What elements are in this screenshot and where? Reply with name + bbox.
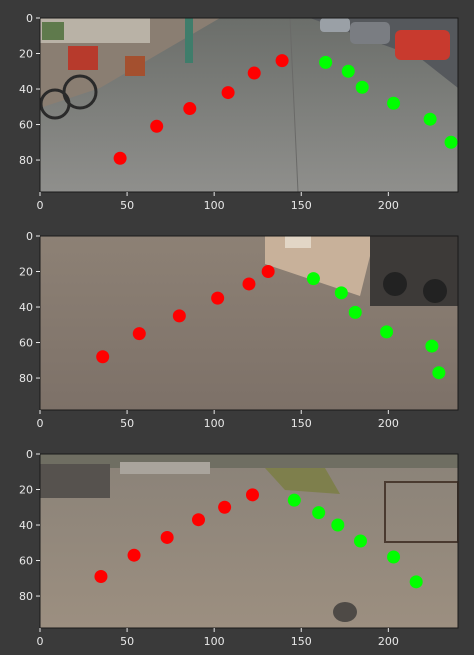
y-tick-label: 20 (19, 48, 33, 61)
red-point (211, 291, 225, 305)
person (185, 18, 193, 63)
green-point (319, 55, 333, 69)
y-tick-label: 60 (19, 119, 33, 132)
green-point (312, 506, 326, 520)
x-tick-label: 200 (378, 417, 399, 430)
x-tick-label: 50 (120, 199, 134, 212)
green-point (387, 96, 401, 110)
green-point (353, 534, 367, 548)
green-point (432, 366, 446, 380)
y-tick-label: 0 (26, 230, 33, 243)
y-tick-label: 0 (26, 12, 33, 25)
plot-panel-2: 0 20 40 60 80 0 50 100 150 200 (0, 218, 474, 434)
x-tick-label: 50 (120, 417, 134, 430)
green-point (444, 135, 458, 149)
red-point (172, 309, 186, 323)
axes-frame (39, 17, 459, 193)
x-tick-label: 0 (37, 635, 44, 648)
red-point (132, 327, 146, 341)
plot-panel-3: 0 20 40 60 80 0 50 100 150 200 (0, 436, 474, 655)
x-tick-label: 0 (37, 199, 44, 212)
x-tick-label: 100 (204, 635, 225, 648)
red-point (242, 277, 256, 291)
red-point (160, 530, 174, 544)
red-point (221, 86, 235, 100)
x-tick-label: 150 (291, 199, 312, 212)
plot-svg-3: 0 20 40 60 80 0 50 100 150 200 (19, 448, 459, 648)
x-tick-label: 150 (291, 417, 312, 430)
green-point (341, 64, 355, 78)
green-point (387, 550, 401, 564)
axes-frame (39, 453, 459, 629)
x-tick-label: 0 (37, 417, 44, 430)
red-point (191, 513, 205, 527)
parked-cars (40, 464, 110, 498)
axes-frame (39, 235, 459, 411)
x-tick-label: 100 (204, 199, 225, 212)
red-point (218, 500, 232, 514)
red-point (150, 119, 164, 133)
plot-svg-2: 0 20 40 60 80 0 50 100 150 200 (19, 230, 459, 430)
x-tick-label: 150 (291, 635, 312, 648)
green-point (331, 518, 345, 532)
green-point (355, 80, 369, 94)
plot-panel-1: 0 20 40 60 80 0 50 100 150 200 (0, 0, 474, 216)
green-point (423, 112, 437, 126)
y-tick-label: 20 (19, 266, 33, 279)
x-tick-label: 200 (378, 199, 399, 212)
y-tick-label: 80 (19, 372, 33, 385)
red-point (245, 488, 259, 502)
red-point (127, 548, 141, 562)
y-tick-label: 40 (19, 301, 33, 314)
y-tick-label: 20 (19, 484, 33, 497)
photo-background (40, 236, 458, 410)
red-point (94, 570, 108, 584)
red-point (183, 102, 197, 116)
green-point (287, 493, 301, 507)
green-point (306, 272, 320, 286)
green-point (425, 339, 439, 353)
red-point (96, 350, 110, 364)
x-tick-label: 200 (378, 635, 399, 648)
photo-background (40, 454, 459, 628)
crate (68, 46, 98, 70)
green-point (348, 305, 362, 319)
y-tick-label: 80 (19, 154, 33, 167)
green-point (334, 286, 348, 300)
y-tick-label: 0 (26, 448, 33, 461)
y-tick-label: 60 (19, 337, 33, 350)
y-tick-label: 40 (19, 519, 33, 532)
red-point (247, 66, 261, 80)
x-tick-label: 50 (120, 635, 134, 648)
red-point (113, 151, 127, 165)
red-point (275, 54, 289, 68)
x-tick-label: 100 (204, 417, 225, 430)
plot-svg-1: 0 20 40 60 80 0 50 100 150 200 (19, 12, 459, 212)
red-car (395, 30, 450, 60)
green-point (380, 325, 394, 339)
wall (265, 236, 375, 296)
red-point (261, 265, 275, 279)
y-tick-label: 40 (19, 83, 33, 96)
green-point (409, 575, 423, 589)
y-tick-label: 80 (19, 590, 33, 603)
y-tick-label: 60 (19, 555, 33, 568)
